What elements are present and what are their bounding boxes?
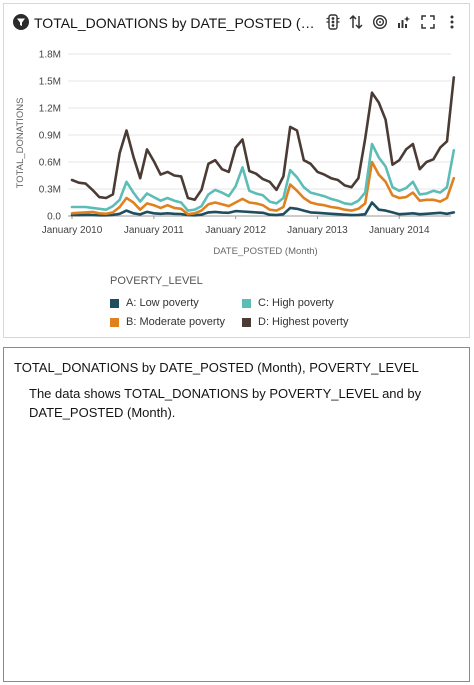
- y-axis-title: TOTAL_DONATIONS: [15, 98, 26, 189]
- analytics-icon[interactable]: [395, 13, 413, 31]
- x-tick-label: January 2011: [124, 225, 184, 236]
- series-line-high-poverty: [70, 142, 456, 212]
- x-tick-label: January 2012: [205, 225, 266, 236]
- legend-item-moderate-poverty[interactable]: B: Moderate poverty: [110, 316, 225, 328]
- legend-swatch: [242, 298, 251, 308]
- x-axis-title: DATE_POSTED (Month): [213, 246, 317, 257]
- summary-title: TOTAL_DONATIONS by DATE_POSTED (Month), …: [14, 360, 419, 375]
- y-tick-label: 1.5M: [39, 77, 61, 88]
- filter-funnel-icon[interactable]: [13, 14, 29, 30]
- series-line-moderate-poverty: [70, 160, 456, 216]
- summary-panel: TOTAL_DONATIONS by DATE_POSTED (Month), …: [3, 347, 470, 682]
- traffic-light-icon[interactable]: [324, 13, 342, 31]
- legend-swatch: [110, 298, 119, 308]
- legend-label: C: High poverty: [258, 297, 334, 309]
- chart-header: TOTAL_DONATIONS by DATE_POSTED (Month), …: [4, 4, 469, 42]
- summary-text: The data shows TOTAL_DONATIONS by POVERT…: [29, 386, 422, 420]
- y-tick-label: 1.2M: [39, 104, 61, 115]
- chart-panel: TOTAL_DONATIONS by DATE_POSTED (Month), …: [3, 3, 470, 338]
- series-line-low-poverty: [70, 201, 456, 217]
- x-tick-label: January 2010: [42, 225, 103, 236]
- y-tick-label: 0.9M: [39, 131, 61, 142]
- legend-label: D: Highest poverty: [258, 316, 349, 328]
- series-line-highest-poverty: [70, 76, 456, 202]
- y-tick-label: 0.3M: [39, 185, 61, 196]
- x-tick-label: January 2014: [369, 225, 430, 236]
- target-icon[interactable]: [371, 13, 389, 31]
- legend-label: B: Moderate poverty: [126, 316, 226, 328]
- more-options-icon[interactable]: [443, 13, 461, 31]
- expand-icon[interactable]: [419, 13, 437, 31]
- legend-swatch: [110, 317, 119, 327]
- x-tick-label: January 2013: [287, 225, 348, 236]
- y-tick-label: 1.8M: [39, 50, 61, 61]
- y-tick-label: 0.6M: [39, 158, 61, 169]
- y-tick-label: 0.0: [47, 212, 61, 223]
- sort-icon[interactable]: [347, 13, 365, 31]
- line-chart: 0.0 0.3M 0.6M 0.9M 1.2M 1.5M 1.8M January 2010 J…: [15, 50, 456, 257]
- legend-item-low-poverty[interactable]: A: Low poverty: [110, 297, 199, 309]
- legend-swatch: [242, 317, 251, 327]
- legend-label: A: Low poverty: [126, 297, 199, 309]
- legend-item-highest-poverty[interactable]: D: Highest poverty: [242, 316, 348, 328]
- chart-title: TOTAL_DONATIONS by DATE_POSTED (Month), …: [34, 15, 320, 31]
- legend-title: POVERTY_LEVEL: [110, 275, 203, 287]
- legend-item-high-poverty[interactable]: C: High poverty: [242, 297, 334, 309]
